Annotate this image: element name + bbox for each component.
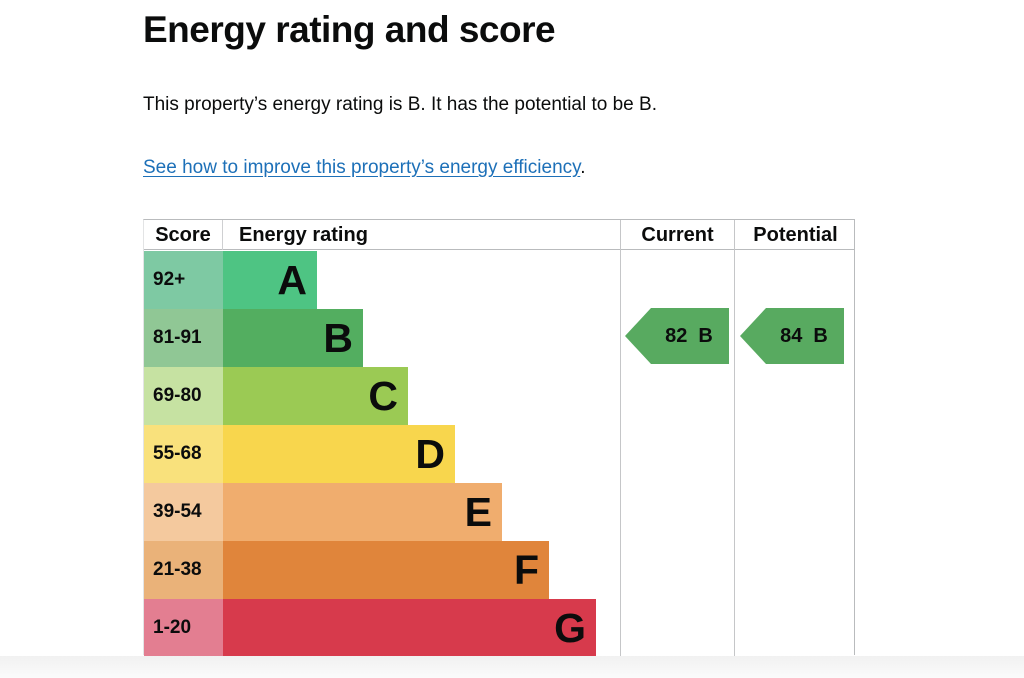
band-letter: C (368, 373, 398, 419)
header-score: Score (144, 220, 223, 250)
current-rating-arrow: 82 B (625, 308, 729, 364)
band-bar: B (223, 309, 363, 367)
epc-bands: 92+ A 81-91 B 69-80 C 55-68 D 39-54 E 21… (144, 251, 620, 657)
potential-score: 84 (780, 324, 803, 347)
band-letter: A (277, 257, 307, 303)
epc-band-row-d: 55-68 D (144, 425, 620, 483)
potential-letter: B (813, 324, 828, 347)
band-letter: E (464, 489, 492, 535)
current-column: Current 82 B (620, 220, 734, 656)
potential-rating-arrow: 84 B (740, 308, 844, 364)
intro-text: This property’s energy rating is B. It h… (143, 94, 657, 115)
epc-band-row-a: 92+ A (144, 251, 620, 309)
band-score-range: 21-38 (144, 541, 223, 599)
band-score-range: 39-54 (144, 483, 223, 541)
band-score-range: 92+ (144, 251, 223, 309)
band-bar: A (223, 251, 317, 309)
epc-band-row-c: 69-80 C (144, 367, 620, 425)
epc-band-row-f: 21-38 F (144, 541, 620, 599)
header-potential: Potential (753, 224, 838, 246)
epc-band-row-e: 39-54 E (144, 483, 620, 541)
header-energy-rating: Energy rating (239, 224, 368, 246)
page-title: Energy rating and score (143, 9, 556, 50)
band-score-range: 81-91 (144, 309, 223, 367)
link-line: See how to improve this property’s energ… (143, 157, 586, 179)
band-score-range: 1-20 (144, 599, 223, 657)
band-letter: B (323, 315, 353, 361)
header-current: Current (641, 224, 714, 246)
band-letter: G (554, 605, 586, 651)
band-score-range: 55-68 (144, 425, 223, 483)
band-bar: C (223, 367, 408, 425)
page-bottom-strip (0, 656, 1024, 678)
epc-header-row: Score Energy rating (144, 220, 854, 250)
epc-band-row-g: 1-20 G (144, 599, 620, 657)
potential-column: Potential 84 B (734, 220, 856, 656)
band-score-range: 69-80 (144, 367, 223, 425)
band-bar: F (223, 541, 549, 599)
current-score: 82 (665, 324, 688, 347)
link-suffix: . (580, 157, 586, 178)
improve-efficiency-link[interactable]: See how to improve this property’s energ… (143, 157, 581, 178)
band-letter: D (415, 431, 445, 477)
band-bar: D (223, 425, 455, 483)
band-bar: G (223, 599, 596, 657)
epc-band-row-b: 81-91 B (144, 309, 620, 367)
band-letter: F (513, 547, 539, 593)
epc-chart: Score Energy rating 92+ A 81-91 B 69-80 … (143, 219, 856, 657)
current-letter: B (698, 324, 713, 347)
band-bar: E (223, 483, 502, 541)
